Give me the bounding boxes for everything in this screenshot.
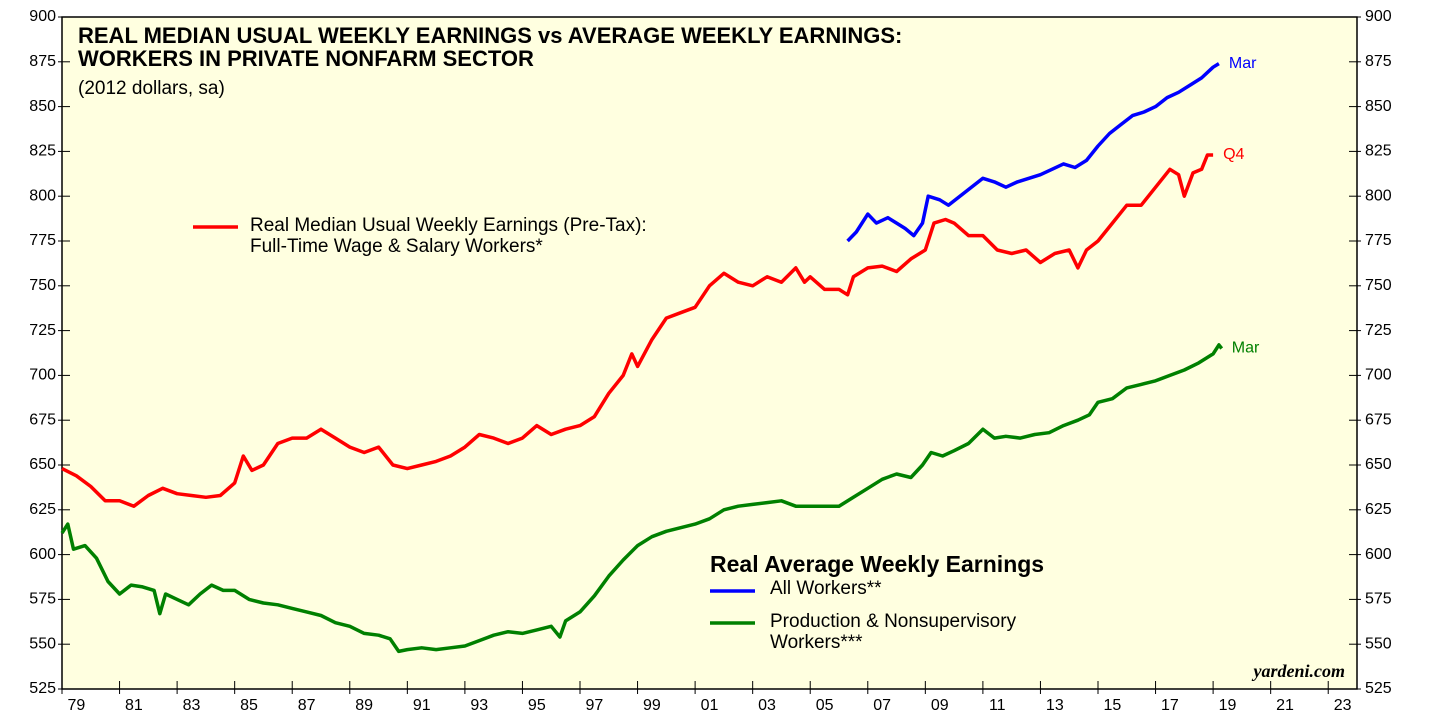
end-label: Q4 (1223, 146, 1244, 163)
y-tick-label: 575 (29, 591, 56, 608)
x-tick-label: 79 (67, 697, 85, 714)
y2-tick-label: 900 (1365, 8, 1392, 25)
y-tick-label: 625 (29, 501, 56, 518)
y-tick-label: 775 (29, 232, 56, 249)
y-tick-label: 600 (29, 546, 56, 563)
y-tick-label: 825 (29, 143, 56, 160)
y2-tick-label: 700 (1365, 367, 1392, 384)
x-tick-label: 89 (355, 697, 373, 714)
x-tick-label: 17 (1161, 697, 1179, 714)
end-label: Mar (1229, 55, 1257, 72)
y-tick-label: 725 (29, 322, 56, 339)
legend-title: Real Average Weekly Earnings (710, 551, 1045, 577)
x-tick-label: 93 (470, 697, 488, 714)
x-tick-label: 99 (643, 697, 661, 714)
x-tick-label: 05 (816, 697, 834, 714)
x-tick-label: 95 (528, 697, 546, 714)
y-tick-label: 875 (29, 53, 56, 70)
y2-tick-label: 625 (1365, 501, 1392, 518)
y-tick-label: 650 (29, 456, 56, 473)
y2-tick-label: 825 (1365, 143, 1392, 160)
x-tick-label: 87 (298, 697, 316, 714)
y-tick-label: 800 (29, 187, 56, 204)
y-tick-label: 550 (29, 635, 56, 652)
y2-tick-label: 575 (1365, 591, 1392, 608)
y-tick-label: 900 (29, 8, 56, 25)
x-tick-label: 09 (931, 697, 949, 714)
x-tick-label: 21 (1276, 697, 1294, 714)
y-tick-label: 750 (29, 277, 56, 294)
series-line (61, 153, 1214, 508)
y2-tick-label: 750 (1365, 277, 1392, 294)
y-tick-label: 700 (29, 367, 56, 384)
y2-tick-label: 675 (1365, 411, 1392, 428)
plot-area (61, 16, 1358, 690)
end-label: Mar (1232, 340, 1260, 357)
y2-tick-label: 775 (1365, 232, 1392, 249)
x-tick-label: 83 (183, 697, 201, 714)
y2-tick-label: 875 (1365, 53, 1392, 70)
source: yardeni.com (1253, 661, 1346, 681)
x-tick-label: 85 (240, 697, 258, 714)
y2-tick-label: 725 (1365, 322, 1392, 339)
series-line (60, 343, 1224, 654)
y2-tick-label: 650 (1365, 456, 1392, 473)
x-tick-label: 91 (413, 697, 431, 714)
x-tick-label: 07 (873, 697, 891, 714)
x-tick-label: 03 (758, 697, 776, 714)
x-tick-label: 15 (1103, 697, 1121, 714)
x-tick-label: 11 (989, 697, 1006, 714)
y2-tick-label: 600 (1365, 546, 1392, 563)
legend-label: Production & Nonsupervisory Workers*** (770, 611, 1017, 653)
y-tick-label: 675 (29, 411, 56, 428)
x-tick-label: 19 (1219, 697, 1237, 714)
x-tick-label: 13 (1046, 697, 1064, 714)
x-tick-label: 97 (585, 697, 603, 714)
legend-label: Real Median Usual Weekly Earnings (Pre-T… (250, 215, 647, 257)
chart-title: REAL MEDIAN USUAL WEEKLY EARNINGS vs AVE… (78, 23, 903, 72)
y2-tick-label: 550 (1365, 635, 1392, 652)
chart-subtitle: (2012 dollars, sa) (78, 78, 225, 99)
x-tick-label: 23 (1334, 697, 1352, 714)
y2-tick-label: 850 (1365, 98, 1392, 115)
legend-label: All Workers** (770, 578, 882, 599)
y-tick-label: 525 (29, 680, 56, 697)
y-tick-label: 850 (29, 98, 56, 115)
x-tick-label: 01 (701, 697, 719, 714)
series-line (846, 62, 1220, 243)
y2-tick-label: 800 (1365, 187, 1392, 204)
x-tick-label: 81 (125, 697, 143, 714)
y2-tick-label: 525 (1365, 680, 1392, 697)
